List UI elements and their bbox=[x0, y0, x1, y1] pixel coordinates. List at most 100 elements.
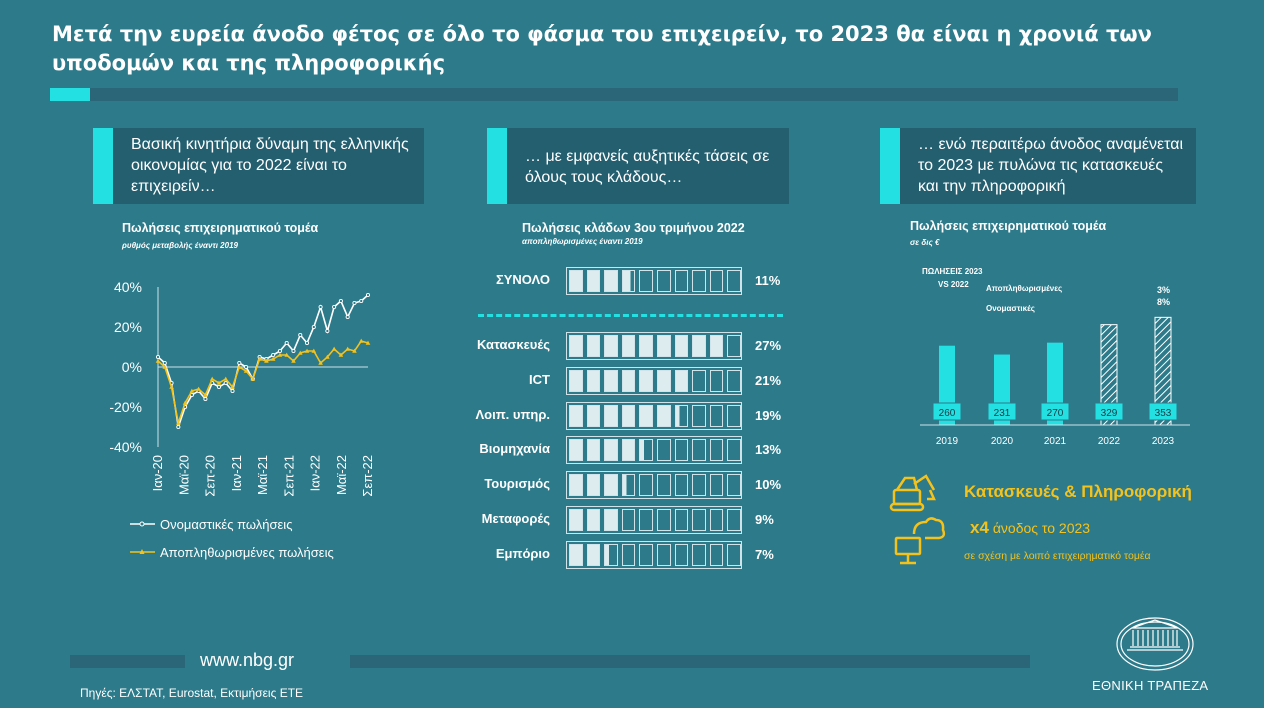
website-link[interactable]: www.nbg.gr bbox=[200, 650, 295, 670]
x-category-label: 2019 bbox=[936, 436, 959, 447]
sector-bar-cell bbox=[586, 439, 601, 462]
sector-bar-cell bbox=[586, 404, 601, 427]
bar-chart-title: Πωλήσεις επιχειρηματικού τομέα bbox=[910, 219, 1107, 233]
panel-header-text: … ενώ περαιτέρω άνοδος αναμένεται το 202… bbox=[918, 136, 1184, 195]
data-point bbox=[210, 380, 215, 386]
sector-value-label: 10% bbox=[755, 477, 782, 493]
sector-bar-cell bbox=[727, 474, 741, 497]
sector-bar-cell bbox=[692, 404, 706, 427]
annotation-value-deflated: 3% bbox=[1157, 285, 1170, 295]
panel-accent bbox=[880, 128, 900, 204]
sector-bar-cell bbox=[569, 404, 583, 427]
sector-bar-cell bbox=[639, 509, 653, 531]
sector-bar-cell bbox=[657, 543, 671, 566]
bar-value-label: 270 bbox=[1047, 408, 1064, 419]
sector-bar-cell bbox=[709, 404, 724, 427]
sector-label: Τουρισμός bbox=[484, 476, 550, 492]
y-tick-label: -20% bbox=[109, 399, 142, 415]
sector-label: ICT bbox=[529, 371, 550, 387]
sector-bar-cell bbox=[727, 335, 741, 357]
bar-chart-subtitle: σε δις € bbox=[910, 238, 940, 247]
sector-bar-cell bbox=[727, 369, 741, 392]
data-point bbox=[277, 352, 283, 357]
y-tick-label: -40% bbox=[109, 439, 142, 455]
bar-value-label: 231 bbox=[994, 408, 1011, 419]
data-point bbox=[203, 396, 208, 402]
data-point bbox=[284, 340, 289, 346]
data-point bbox=[203, 392, 208, 397]
highlight-title: Κατασκευές & Πληροφορική bbox=[964, 482, 1192, 501]
data-point bbox=[250, 376, 255, 382]
annotation-title-1: ΠΩΛΗΣΕΙΣ 2023 bbox=[922, 267, 983, 276]
data-point bbox=[155, 358, 161, 363]
sector-bar-cell bbox=[569, 270, 583, 292]
data-point bbox=[291, 358, 296, 363]
sector-bar-cell bbox=[604, 335, 618, 357]
footer-bar-left bbox=[70, 655, 185, 668]
sector-bar-cell bbox=[709, 335, 724, 357]
data-point bbox=[277, 348, 282, 354]
data-point bbox=[189, 388, 195, 393]
data-point bbox=[236, 364, 242, 369]
x-tick-label: Σεπ-21 bbox=[281, 455, 296, 497]
sector-bar-cell bbox=[621, 439, 636, 462]
data-point bbox=[359, 298, 364, 304]
sector-bar-cell bbox=[692, 474, 706, 497]
sector-bar-cell bbox=[586, 474, 601, 497]
data-point bbox=[311, 348, 317, 353]
series-line-nominal bbox=[157, 294, 369, 428]
data-point bbox=[304, 348, 310, 353]
panel-header-2: … με εμφανείς αυξητικές τάσεις σε όλους … bbox=[487, 128, 789, 204]
sector-bar-cell bbox=[727, 270, 741, 292]
data-point bbox=[291, 348, 296, 354]
line-chart-subtitle: ρυθμός μεταβολής έναντι 2019 bbox=[122, 241, 238, 250]
sector-bar-cell bbox=[586, 509, 601, 531]
annotation-value-nominal: 8% bbox=[1157, 297, 1170, 307]
data-point bbox=[209, 376, 215, 381]
sector-bar-track bbox=[566, 267, 742, 295]
data-point bbox=[352, 348, 357, 353]
excavator-icon bbox=[889, 474, 936, 512]
bar-value-label: 329 bbox=[1101, 408, 1118, 419]
sector-bar-track bbox=[566, 540, 742, 569]
data-point bbox=[230, 388, 235, 394]
sector-bar-cell bbox=[604, 509, 618, 531]
data-point bbox=[182, 400, 188, 405]
annotation-title-2: VS 2022 bbox=[938, 280, 969, 289]
legend-deflated: Αποπληθωρισμένες πωλήσεις bbox=[160, 545, 334, 560]
sector-bar-cell bbox=[727, 439, 741, 462]
bar-2019 bbox=[939, 345, 955, 425]
y-tick-label: 0% bbox=[122, 359, 142, 375]
data-point bbox=[304, 340, 310, 346]
data-point bbox=[298, 332, 303, 338]
x-category-label: 2020 bbox=[991, 436, 1014, 447]
sector-bar-cell bbox=[727, 509, 741, 531]
data-point bbox=[318, 360, 323, 365]
bar-2021 bbox=[1047, 342, 1063, 425]
sector-bar-cell bbox=[674, 509, 689, 531]
data-point bbox=[223, 380, 228, 386]
sector-bar-cell bbox=[692, 369, 706, 392]
sector-bar-cell bbox=[639, 335, 653, 357]
cloud-computer-icon bbox=[894, 517, 946, 565]
data-point bbox=[271, 352, 276, 358]
footer-bar-right bbox=[350, 655, 1030, 668]
sector-bar-cell bbox=[621, 509, 636, 531]
annotation-nominal: Ονομαστικές bbox=[986, 304, 1035, 313]
x-tick-label: Σεπ-20 bbox=[203, 455, 218, 497]
panel-header-text: Βασική κινητήρια δύναμη της ελληνικής οι… bbox=[131, 136, 409, 195]
data-point bbox=[325, 354, 330, 359]
highlight-note: σε σχέση με λοιπό επιχειρηματικό τομέα bbox=[964, 550, 1151, 562]
sector-bar-cell bbox=[639, 439, 653, 462]
sector-label: Κατασκευές bbox=[476, 337, 550, 352]
legend-nominal: Ονομαστικές πωλήσεις bbox=[160, 517, 292, 532]
data-point bbox=[270, 356, 276, 361]
sector-bar-track bbox=[566, 401, 742, 430]
data-point bbox=[244, 364, 249, 370]
sector-value-label: 11% bbox=[755, 273, 781, 288]
sector-value-label: 9% bbox=[755, 512, 774, 527]
data-point bbox=[257, 356, 262, 361]
sector-bar-cell bbox=[621, 543, 636, 566]
data-point bbox=[325, 328, 330, 334]
data-point bbox=[176, 420, 181, 425]
